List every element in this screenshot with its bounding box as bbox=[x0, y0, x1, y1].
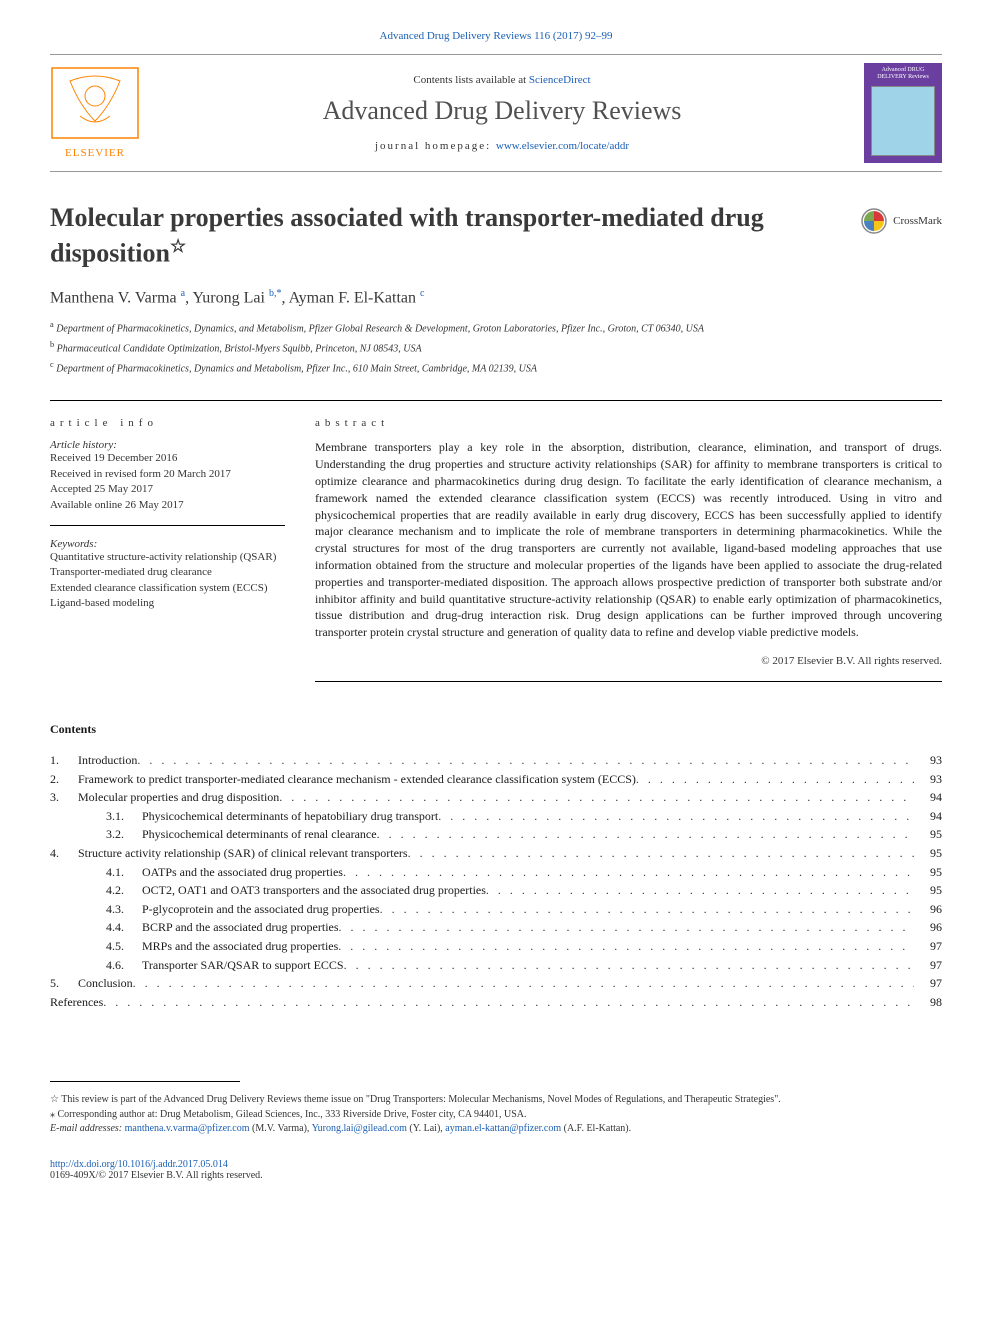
footnote-theme-issue: ☆ This review is part of the Advanced Dr… bbox=[50, 1090, 942, 1108]
journal-homepage-url[interactable]: www.elsevier.com/locate/addr bbox=[496, 140, 629, 152]
article-info-heading: article info bbox=[50, 417, 285, 429]
footnote-rule bbox=[50, 1081, 240, 1082]
affiliation-line: c Department of Pharmacokinetics, Dynami… bbox=[50, 359, 942, 377]
history-line: Received 19 December 2016 bbox=[50, 451, 285, 466]
elsevier-wordmark: ELSEVIER bbox=[65, 147, 125, 159]
email-link[interactable]: Yurong.lai@gilead.com bbox=[312, 1123, 407, 1134]
toc-entry[interactable]: 4.3.P-glycoprotein and the associated dr… bbox=[50, 900, 942, 919]
doi-block: http://dx.doi.org/10.1016/j.addr.2017.05… bbox=[50, 1159, 942, 1181]
article-title: Molecular properties associated with tra… bbox=[50, 202, 841, 270]
toc-entry[interactable]: 4.1.OATPs and the associated drug proper… bbox=[50, 863, 942, 882]
crossmark-label: CrossMark bbox=[893, 215, 942, 227]
journal-title: Advanced Drug Delivery Reviews bbox=[156, 96, 848, 126]
toc-entry[interactable]: 3.Molecular properties and drug disposit… bbox=[50, 788, 942, 807]
title-footnote-marker: ☆ bbox=[170, 236, 186, 256]
author-list: Manthena V. Varma a, Yurong Lai b,*, Aym… bbox=[50, 288, 942, 307]
history-line: Accepted 25 May 2017 bbox=[50, 482, 285, 497]
toc-entry[interactable]: 3.1.Physicochemical determinants of hepa… bbox=[50, 807, 942, 826]
abstract-text: Membrane transporters play a key role in… bbox=[315, 439, 942, 641]
affiliation-line: a Department of Pharmacokinetics, Dynami… bbox=[50, 319, 942, 337]
crossmark-badge[interactable]: CrossMark bbox=[861, 208, 942, 234]
keyword-line: Quantitative structure-activity relation… bbox=[50, 550, 285, 565]
email-link[interactable]: ayman.el-kattan@pfizer.com bbox=[445, 1123, 561, 1134]
abstract-heading: abstract bbox=[315, 417, 942, 429]
citation-line[interactable]: Advanced Drug Delivery Reviews 116 (2017… bbox=[50, 30, 942, 42]
abstract-copyright: © 2017 Elsevier B.V. All rights reserved… bbox=[315, 655, 942, 681]
affiliation-line: b Pharmaceutical Candidate Optimization,… bbox=[50, 339, 942, 357]
footnote-emails: E-mail addresses: manthena.v.varma@pfize… bbox=[50, 1122, 942, 1137]
journal-cover-thumb: Advanced DRUG DELIVERY Reviews bbox=[864, 63, 942, 163]
contents-heading: Contents bbox=[50, 722, 942, 737]
keywords-block: Keywords: Quantitative structure-activit… bbox=[50, 538, 285, 612]
history-line: Received in revised form 20 March 2017 bbox=[50, 467, 285, 482]
journal-header: ELSEVIER Contents lists available at Sci… bbox=[50, 54, 942, 172]
keyword-line: Transporter-mediated drug clearance bbox=[50, 565, 285, 580]
issn-line: 0169-409X/© 2017 Elsevier B.V. All right… bbox=[50, 1170, 942, 1181]
toc-entry[interactable]: 1.Introduction 93 bbox=[50, 751, 942, 770]
contents-available-line: Contents lists available at ScienceDirec… bbox=[156, 74, 848, 86]
sciencedirect-link[interactable]: ScienceDirect bbox=[529, 74, 591, 86]
toc-entry[interactable]: References 98 bbox=[50, 993, 942, 1012]
doi-link[interactable]: http://dx.doi.org/10.1016/j.addr.2017.05… bbox=[50, 1159, 942, 1170]
keyword-line: Ligand-based modeling bbox=[50, 596, 285, 611]
article-history-block: Article history: Received 19 December 20… bbox=[50, 439, 285, 526]
keyword-line: Extended clearance classification system… bbox=[50, 581, 285, 596]
toc-entry[interactable]: 4.6.Transporter SAR/QSAR to support ECCS… bbox=[50, 956, 942, 975]
toc-entry[interactable]: 4.4.BCRP and the associated drug propert… bbox=[50, 918, 942, 937]
toc-entry[interactable]: 3.2.Physicochemical determinants of rena… bbox=[50, 825, 942, 844]
cover-text: Advanced DRUG DELIVERY Reviews bbox=[868, 67, 938, 80]
toc-entry[interactable]: 5.Conclusion 97 bbox=[50, 974, 942, 993]
crossmark-icon bbox=[861, 208, 887, 234]
email-link[interactable]: manthena.v.varma@pfizer.com bbox=[125, 1123, 250, 1134]
table-of-contents: 1.Introduction 932.Framework to predict … bbox=[50, 751, 942, 1011]
journal-homepage-line: journal homepage: www.elsevier.com/locat… bbox=[156, 140, 848, 152]
history-line: Available online 26 May 2017 bbox=[50, 498, 285, 513]
toc-entry[interactable]: 4.5.MRPs and the associated drug propert… bbox=[50, 937, 942, 956]
elsevier-logo: ELSEVIER bbox=[50, 66, 140, 161]
toc-entry[interactable]: 2.Framework to predict transporter-media… bbox=[50, 770, 942, 789]
footnote-corresponding: ⁎ Corresponding author at: Drug Metaboli… bbox=[50, 1108, 942, 1123]
keywords-label: Keywords: bbox=[50, 538, 285, 550]
history-label: Article history: bbox=[50, 439, 285, 451]
toc-entry[interactable]: 4.2.OCT2, OAT1 and OAT3 transporters and… bbox=[50, 881, 942, 900]
cover-image-placeholder bbox=[871, 86, 935, 156]
toc-entry[interactable]: 4.Structure activity relationship (SAR) … bbox=[50, 844, 942, 863]
